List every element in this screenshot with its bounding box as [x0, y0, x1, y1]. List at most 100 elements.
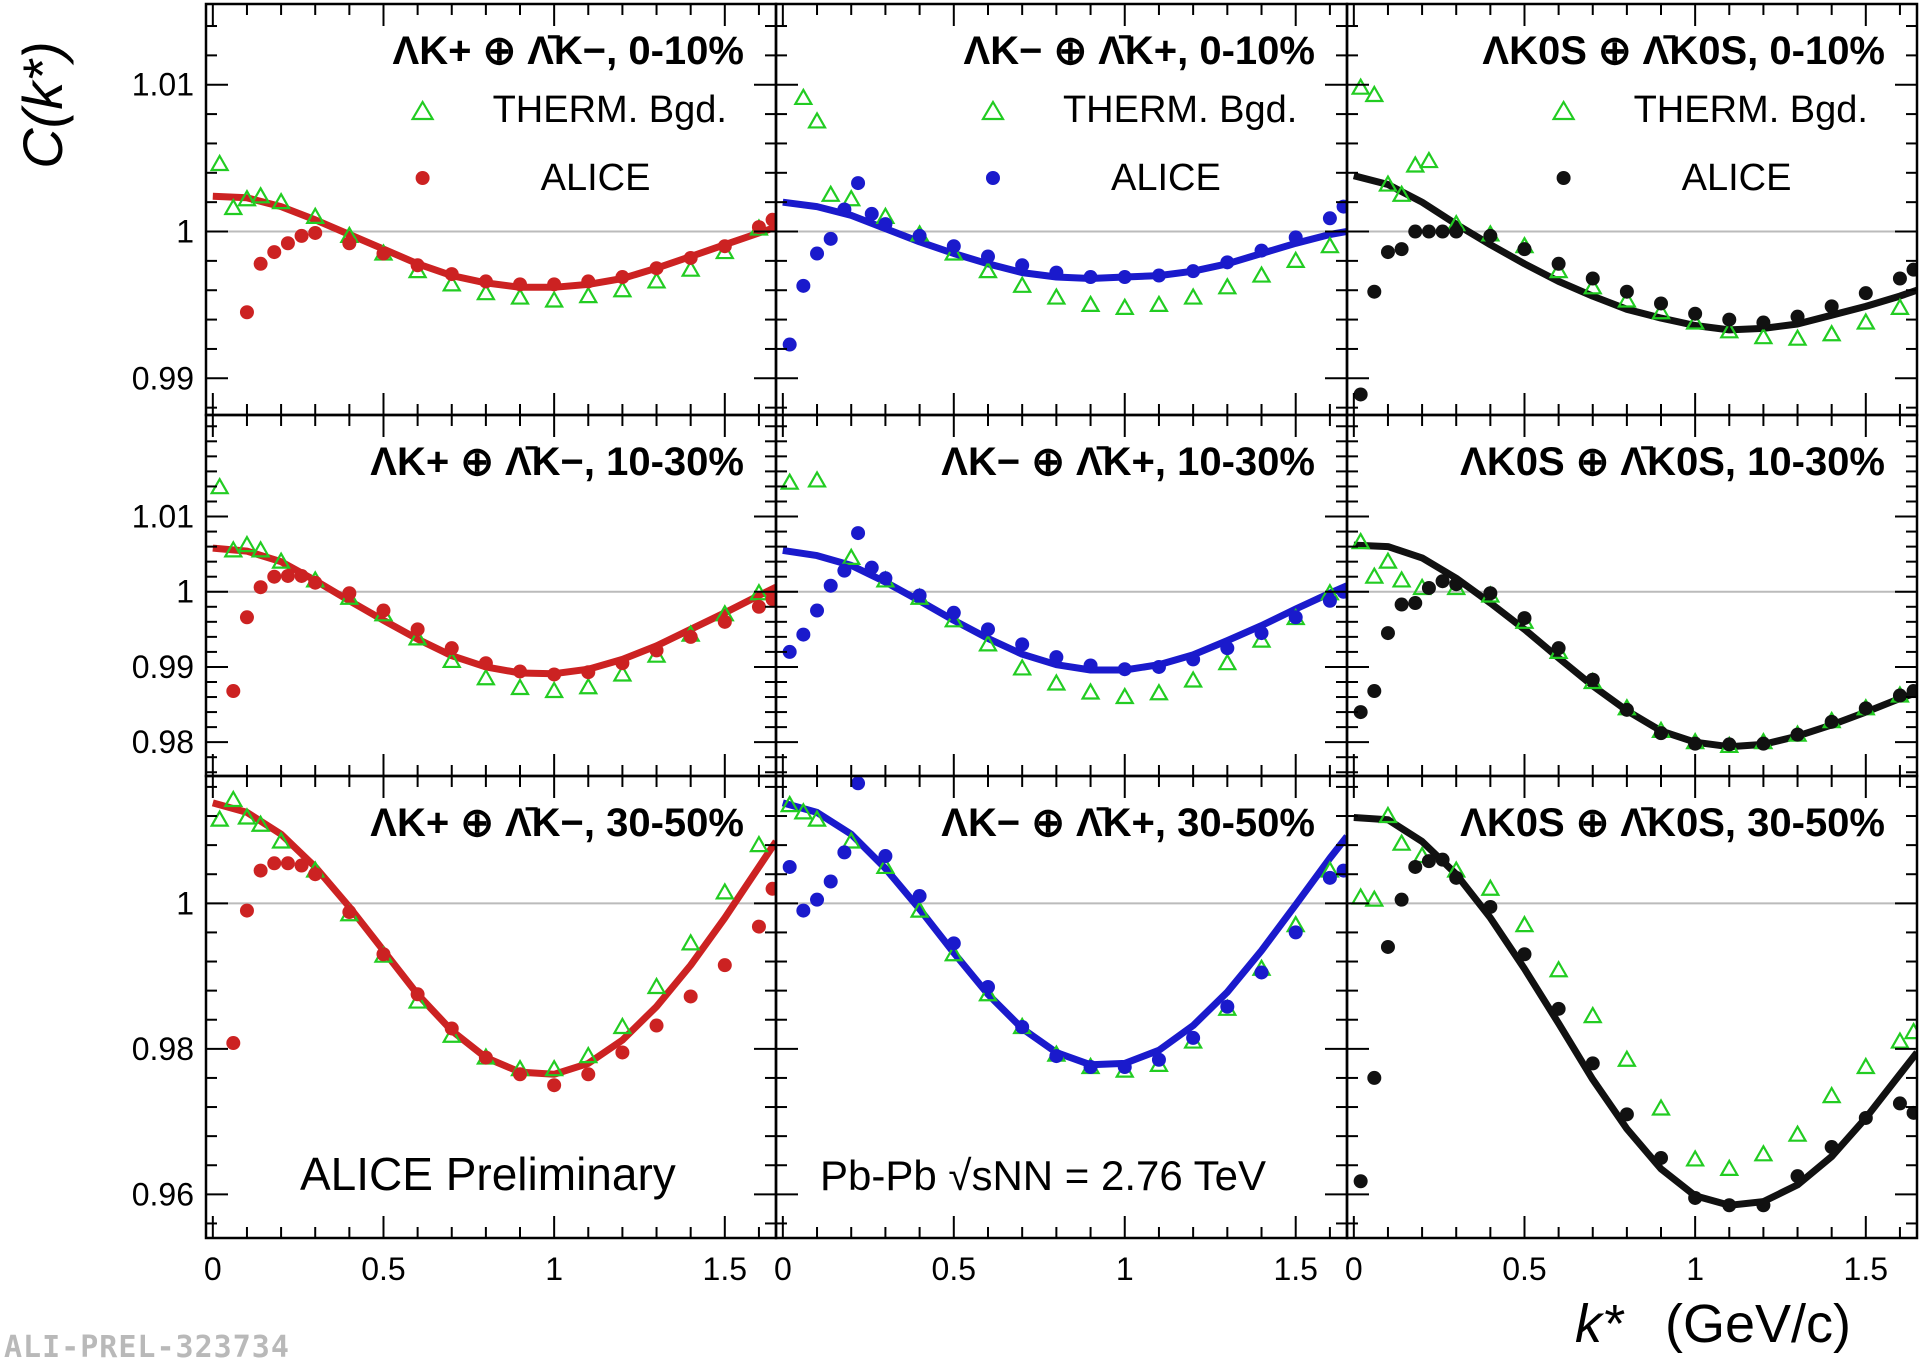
alice-point [581, 274, 596, 289]
alice-point [1619, 702, 1634, 717]
alice-point [796, 278, 811, 293]
alice-point [1858, 701, 1873, 716]
alice-point [1083, 1060, 1098, 1075]
therm-point [209, 153, 230, 172]
therm-point [271, 191, 291, 210]
alice-point [1254, 626, 1269, 641]
x-tick-label: 0 [204, 1251, 222, 1287]
alice-point [1380, 939, 1395, 954]
alice-point [1220, 999, 1235, 1014]
alice-point [294, 568, 309, 583]
alice-point [513, 1067, 528, 1082]
alice-point [1688, 736, 1703, 751]
therm-point [475, 668, 496, 686]
alice-point [1654, 296, 1669, 311]
y-tick-label: 0.99 [132, 649, 194, 685]
x-tick-label: 0.5 [1502, 1251, 1546, 1287]
alice-point [1619, 284, 1634, 299]
alice-point [1449, 577, 1464, 592]
alice-point [1756, 1198, 1771, 1213]
x-tick-label: 1 [545, 1251, 563, 1287]
alice-point [1380, 626, 1395, 641]
therm-point [578, 1045, 599, 1064]
alice-point [1254, 965, 1269, 980]
alice-point [547, 277, 562, 292]
alice-point [1756, 315, 1771, 330]
alice-point [837, 845, 852, 860]
therm-point [223, 197, 244, 216]
legend-alice-marker [985, 171, 1000, 185]
alice-point [1449, 224, 1464, 239]
alice-point [1408, 859, 1423, 874]
alice-point [1288, 610, 1303, 625]
alice-point [1756, 736, 1771, 751]
therm-point [223, 789, 244, 808]
alice-point [851, 526, 866, 541]
alice-point [1322, 870, 1337, 885]
legend-alice-label: ALICE [1682, 157, 1792, 199]
alice-point [478, 1050, 493, 1065]
therm-point [1114, 686, 1135, 705]
alice-point [1322, 593, 1337, 608]
therm-point [407, 628, 428, 646]
alice-point [267, 245, 282, 260]
therm-point [1480, 878, 1501, 896]
alice-point [823, 231, 838, 246]
alice-point [1049, 265, 1064, 280]
therm-point [1855, 312, 1876, 330]
alice-point [1117, 270, 1132, 285]
therm-point [1378, 551, 1398, 569]
x-tick-label: 0 [774, 1251, 792, 1287]
alice-point [1186, 652, 1201, 667]
panel-2: ΛK− ⊕ Λ̄K+, 0-10% THERM. Bgd. ALICE [774, 2, 1349, 417]
alice-point [1421, 854, 1436, 869]
alice-point [1288, 925, 1303, 940]
panel-title: ΛK− ⊕ Λ̄K+, 30-50% [941, 801, 1315, 845]
therm-point [1046, 287, 1067, 305]
alice-point [280, 856, 295, 871]
alice-point [308, 575, 323, 590]
alice-point [782, 859, 797, 874]
therm-point [1285, 250, 1306, 268]
y-tick-label: 0.98 [132, 724, 194, 760]
therm-point [612, 1016, 633, 1035]
therm-point [250, 186, 271, 204]
therm-point [1753, 326, 1774, 345]
alice-point [267, 856, 282, 871]
alice-point [1619, 1107, 1634, 1122]
alice-point [239, 610, 254, 625]
y-tick-label: 1 [176, 214, 194, 250]
alice-point [1824, 299, 1839, 314]
alice-point [615, 1045, 630, 1060]
alice-point [946, 936, 961, 951]
therm-point [544, 680, 565, 699]
alice-point [253, 580, 268, 595]
therm-point [1378, 805, 1398, 824]
alice-point [342, 905, 357, 920]
alice-point [946, 239, 961, 254]
therm-point [1903, 1021, 1917, 1040]
alice-point [1483, 586, 1498, 601]
alice-point [1483, 228, 1498, 243]
plot-area [209, 476, 776, 699]
legend-therm-label: THERM. Bgd. [493, 89, 727, 131]
x-tick-label: 0 [1345, 1251, 1363, 1287]
therm-point [1350, 77, 1371, 95]
alice-point [410, 987, 425, 1002]
therm-point [646, 976, 667, 995]
therm-point [1890, 297, 1910, 315]
fit-curve [211, 799, 776, 1078]
therm-point [807, 809, 827, 827]
therm-point [1651, 302, 1671, 320]
alice-point [1151, 659, 1166, 674]
alice-point [1408, 224, 1423, 239]
alice-point [294, 858, 309, 873]
alice-point [864, 560, 879, 575]
panel-7: 0 0.5 1 1.5 0.96 0.98 1 ΛK+ ⊕ Λ̄K−, 30-50% [132, 774, 778, 1287]
therm-point [1855, 1056, 1876, 1075]
therm-point [1251, 265, 1272, 283]
therm-point [1149, 294, 1169, 313]
therm-point [1548, 960, 1569, 978]
therm-point [441, 650, 462, 669]
